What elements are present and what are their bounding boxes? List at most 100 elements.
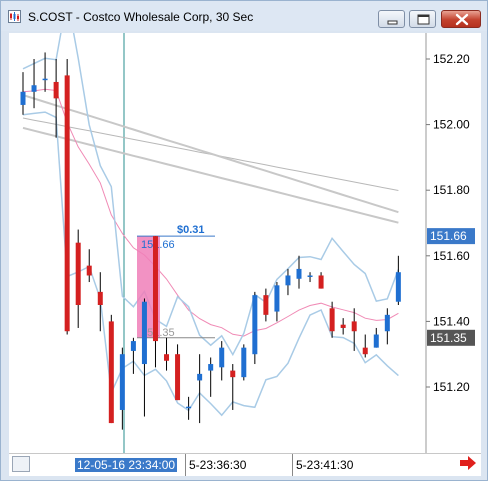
candle-body [373, 334, 379, 348]
candle-body [97, 291, 103, 305]
candle-body [86, 265, 92, 276]
candle[interactable] [395, 255, 401, 305]
candle[interactable] [31, 59, 37, 109]
candle-body [329, 308, 335, 332]
candle-body [252, 295, 258, 355]
slow-band-upper-line [22, 94, 399, 214]
candle-body [395, 272, 401, 302]
candle-body [307, 275, 313, 277]
candle-body [296, 268, 302, 279]
time-nav-button[interactable] [12, 456, 30, 472]
candle[interactable] [252, 291, 258, 365]
candle-body [64, 75, 70, 332]
candle[interactable] [130, 337, 136, 374]
candle-body [119, 354, 125, 410]
candle[interactable] [230, 364, 236, 410]
time-tick-label-highlight: 12-05-16 23:34:00 [75, 458, 178, 472]
candle[interactable] [208, 357, 214, 397]
candle[interactable] [141, 298, 147, 417]
candle[interactable] [384, 308, 390, 345]
candle[interactable] [274, 282, 280, 322]
candle[interactable] [119, 347, 125, 430]
time-axis[interactable]: 12-05-16 23:34:00 5-23:36:30 5-23:41:30 [9, 453, 481, 476]
candle[interactable] [263, 288, 269, 322]
time-tick-label: 5-23:41:30 [296, 458, 354, 472]
fast-moving-average-line [22, 88, 399, 337]
candle[interactable] [329, 301, 335, 338]
candle[interactable] [318, 272, 324, 289]
candle[interactable] [97, 272, 103, 332]
candle-body [152, 236, 158, 342]
candle-body [141, 301, 147, 365]
candle[interactable] [164, 337, 170, 371]
candle-body [351, 321, 357, 332]
candle-body [164, 354, 170, 361]
candle[interactable] [64, 59, 70, 335]
candle-body [75, 242, 81, 305]
restore-icon [417, 14, 430, 25]
candle[interactable] [285, 268, 291, 296]
time-tick-mark [185, 454, 186, 476]
price-tick-label: 151.80 [433, 183, 470, 197]
candle[interactable] [20, 72, 26, 115]
last-price-tag [427, 228, 475, 245]
candle-body [219, 347, 225, 368]
close-icon [455, 13, 469, 26]
candle[interactable] [362, 334, 368, 358]
candle[interactable] [241, 344, 247, 381]
candle[interactable] [219, 341, 225, 381]
band-lower-line [22, 111, 399, 417]
candle[interactable] [75, 229, 81, 328]
candle-body [208, 364, 214, 371]
measure-change-label: $0.31 [177, 224, 205, 236]
candle[interactable] [373, 327, 379, 348]
candle[interactable] [86, 249, 92, 283]
slow-band-lower-line [22, 126, 399, 224]
candle-body [263, 295, 269, 315]
candle[interactable] [108, 314, 114, 424]
candle-body [20, 91, 26, 105]
time-tick-label: 5-23:36:30 [189, 458, 247, 472]
candle-body [175, 354, 181, 401]
candle-body [274, 285, 280, 312]
candle[interactable] [296, 255, 302, 289]
chart-app-icon [8, 10, 21, 23]
candle-body [31, 85, 37, 92]
close-button[interactable] [441, 10, 481, 28]
candle[interactable] [53, 59, 59, 138]
candle-body [362, 347, 368, 355]
price-chart[interactable]: $0.31 151.66 151.35 152.20 152.00 151.80 151.… [9, 33, 481, 453]
candle-body [130, 341, 136, 351]
minimize-button[interactable] [378, 10, 405, 28]
candle[interactable] [197, 354, 203, 424]
candle-body [53, 81, 59, 99]
candle-body [108, 321, 114, 424]
candle[interactable] [340, 318, 346, 335]
candle-body [340, 324, 346, 328]
last-price-tag-text: 151.66 [430, 229, 467, 243]
crosshair-price-tag-text: 151.35 [430, 331, 467, 345]
minimize-icon [387, 20, 398, 25]
window-title: S.COST - Costco Wholesale Corp, 30 Sec [28, 10, 254, 24]
candle[interactable] [351, 308, 357, 351]
candle[interactable] [175, 344, 181, 401]
candle[interactable] [186, 396, 192, 420]
candle-body [197, 373, 203, 381]
time-tick-mark [292, 454, 293, 476]
candle[interactable] [42, 52, 48, 92]
crosshair-price-tag [427, 329, 475, 346]
candle[interactable] [152, 236, 158, 368]
title-bar[interactable]: S.COST - Costco Wholesale Corp, 30 Sec [1, 1, 487, 31]
chart-panel[interactable]: $0.31 151.66 151.35 152.20 152.00 151.80 151.… [9, 33, 481, 453]
candle-body [285, 275, 291, 286]
restore-button[interactable] [409, 10, 436, 28]
candle[interactable] [307, 272, 313, 283]
candle-body [42, 78, 48, 81]
band-upper-line [22, 33, 400, 357]
scroll-right-icon[interactable] [459, 456, 477, 470]
price-tick-label: 151.60 [433, 249, 470, 263]
price-tick-label: 152.20 [433, 52, 470, 66]
candle-body [186, 406, 192, 409]
price-tick-label: 151.20 [433, 380, 470, 394]
